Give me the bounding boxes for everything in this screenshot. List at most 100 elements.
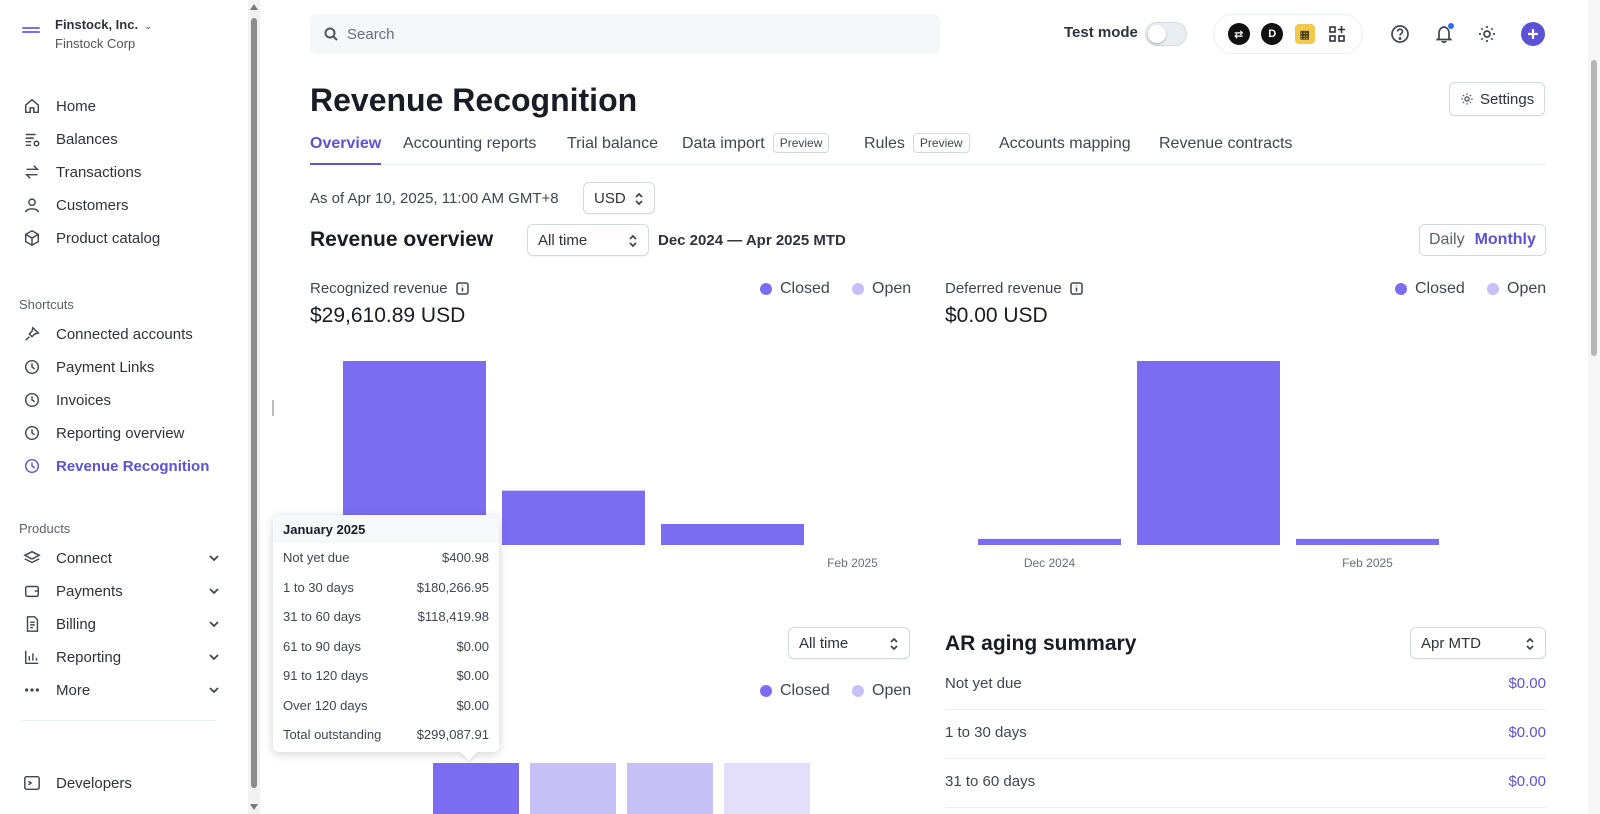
test-mode-label: Test mode	[1064, 24, 1138, 41]
sidebar-item-connect[interactable]: Connect	[22, 546, 222, 570]
scroll-up-arrow-icon[interactable]	[250, 4, 258, 10]
ar-aging-chart	[433, 763, 810, 814]
chevron-down-icon[interactable]	[208, 650, 222, 664]
sidebar-item-payment-links[interactable]: Payment Links	[22, 355, 222, 379]
currency-select[interactable]: USD	[583, 182, 655, 214]
search-input[interactable]	[347, 25, 907, 43]
sidebar-item-transactions[interactable]: Transactions	[22, 160, 222, 184]
sidebar-item-home[interactable]: Home	[22, 94, 222, 118]
sidebar-item-label: Connected accounts	[56, 325, 193, 343]
apps-grid-icon[interactable]	[1326, 23, 1348, 45]
chart-bar-jan-2025[interactable]	[502, 490, 645, 545]
x-tick-label: Dec 2024	[1024, 556, 1076, 570]
ar-period-select-value: All time	[799, 634, 849, 652]
chart-bar-dec-2024[interactable]	[343, 361, 486, 545]
tab-accounting-reports[interactable]: Accounting reports	[403, 133, 536, 165]
resize-handle[interactable]	[272, 400, 274, 416]
sidebar-item-balances[interactable]: Balances	[22, 127, 222, 151]
chart-bar-61-to-90-days[interactable]	[724, 763, 810, 814]
sidebar-item-customers[interactable]: Customers	[22, 193, 222, 217]
tab-trial-balance[interactable]: Trial balance	[567, 133, 658, 165]
chart-bar-feb-2025[interactable]	[661, 523, 804, 545]
app-d-icon[interactable]: D	[1261, 23, 1284, 45]
chart-bar-dec-2024[interactable]	[978, 538, 1121, 545]
app-chart-icon[interactable]: ▦	[1294, 24, 1315, 44]
settings-button[interactable]: Settings	[1449, 82, 1546, 116]
chevron-down-icon[interactable]	[208, 617, 222, 631]
chart-bar-31-to-60-days[interactable]	[627, 763, 713, 814]
sidebar-divider	[22, 720, 216, 721]
tooltip-row: 61 to 90 days $0.00	[273, 632, 499, 662]
products-heading: Products	[19, 521, 71, 536]
period-select[interactable]: All time	[527, 224, 649, 256]
tab-accounts-mapping[interactable]: Accounts mapping	[999, 133, 1131, 165]
sidebar-item-product-catalog[interactable]: Product catalog	[22, 226, 222, 250]
account-switcher[interactable]: Finstock, Inc. ⌄ Finstock Corp	[22, 16, 152, 52]
sidebar-item-label: Invoices	[56, 391, 112, 409]
tab-rules[interactable]: Rules Preview	[864, 133, 970, 165]
ar-row-value-link[interactable]: $0.00	[1508, 675, 1546, 692]
clock-icon	[22, 390, 42, 410]
scrollbar-thumb[interactable]	[251, 18, 257, 788]
sidebar-item-invoices[interactable]: Invoices	[22, 388, 222, 412]
chart-bar-1-to-30-days[interactable]	[530, 763, 616, 814]
tab-label: Revenue contracts	[1159, 135, 1293, 152]
gear-icon[interactable]	[1475, 22, 1499, 46]
create-plus-button[interactable]	[1521, 22, 1545, 46]
clock-icon	[22, 357, 42, 377]
notification-dot	[1448, 23, 1454, 29]
sidebar-item-label: Customers	[56, 196, 129, 214]
info-icon[interactable]	[455, 282, 469, 295]
x-tick-label: Feb 2025	[827, 556, 878, 570]
app-link-icon[interactable]: ⇄	[1227, 23, 1250, 45]
chart-bar-not-yet-due[interactable]	[433, 763, 519, 814]
legend-label: Closed	[1415, 280, 1465, 297]
pin-icon	[22, 324, 42, 344]
sidebar-item-label: Home	[56, 97, 97, 115]
tab-data-import[interactable]: Data import Preview	[682, 133, 830, 165]
notifications-bell-icon[interactable]	[1432, 22, 1456, 46]
legend-swatch-open	[852, 283, 864, 295]
sidebar-item-label: Balances	[56, 130, 118, 148]
ar-row-value-link[interactable]: $0.00	[1508, 724, 1546, 741]
main-scrollbar[interactable]	[1588, 0, 1600, 814]
ar-row-label: 31 to 60 days	[945, 773, 1036, 790]
sidebar-item-label: Product catalog	[56, 229, 161, 247]
balances-icon	[22, 129, 42, 149]
chevron-down-icon[interactable]	[208, 584, 222, 598]
scrollbar-thumb[interactable]	[1591, 60, 1597, 356]
sidebar-scrollbar[interactable]	[248, 0, 260, 814]
chevron-down-icon[interactable]	[208, 551, 222, 565]
legend-label: Open	[872, 280, 912, 297]
sidebar-item-developers[interactable]: Developers	[22, 771, 222, 795]
sidebar-item-connected-accounts[interactable]: Connected accounts	[22, 322, 222, 346]
sidebar-item-reporting-overview[interactable]: Reporting overview	[22, 421, 222, 445]
chart-bar-feb-2025[interactable]	[1296, 538, 1439, 545]
help-icon[interactable]	[1388, 22, 1412, 46]
tab-bar: Overview Accounting reports Trial balanc…	[310, 133, 1546, 165]
ar-summary-period-select[interactable]: Apr MTD	[1410, 627, 1546, 659]
chevron-down-icon[interactable]	[208, 683, 222, 697]
search-bar[interactable]	[310, 14, 940, 54]
granularity-monthly[interactable]: Monthly	[1474, 231, 1536, 248]
ar-row-value-link[interactable]: $0.00	[1508, 773, 1546, 790]
sidebar-item-payments[interactable]: Payments	[22, 579, 222, 603]
test-mode-toggle[interactable]	[1145, 22, 1187, 46]
scroll-down-arrow-icon[interactable]	[250, 804, 258, 810]
ar-period-select[interactable]: All time	[788, 627, 910, 659]
deferred-revenue-chart: Dec 2024 Feb 2025	[978, 361, 1439, 570]
sidebar-item-billing[interactable]: Billing	[22, 612, 222, 636]
tab-overview[interactable]: Overview	[310, 133, 382, 165]
period-select-value: All time	[538, 231, 588, 249]
chart-bar-jan-2025[interactable]	[1137, 361, 1280, 545]
tab-revenue-contracts[interactable]: Revenue contracts	[1159, 133, 1292, 165]
sidebar-item-revenue-recognition[interactable]: Revenue Recognition	[22, 454, 222, 478]
chart-tooltip: January 2025 Not yet due $400.98 1 to 30 …	[273, 515, 499, 761]
sidebar-item-more[interactable]: More	[22, 678, 222, 702]
info-icon[interactable]	[1069, 282, 1083, 295]
granularity-toggle[interactable]: Daily Monthly	[1419, 224, 1546, 256]
box-icon	[22, 228, 42, 248]
sidebar-item-reporting[interactable]: Reporting	[22, 645, 222, 669]
tooltip-row: Over 120 days $0.00	[273, 691, 499, 721]
granularity-daily[interactable]: Daily	[1429, 231, 1465, 248]
